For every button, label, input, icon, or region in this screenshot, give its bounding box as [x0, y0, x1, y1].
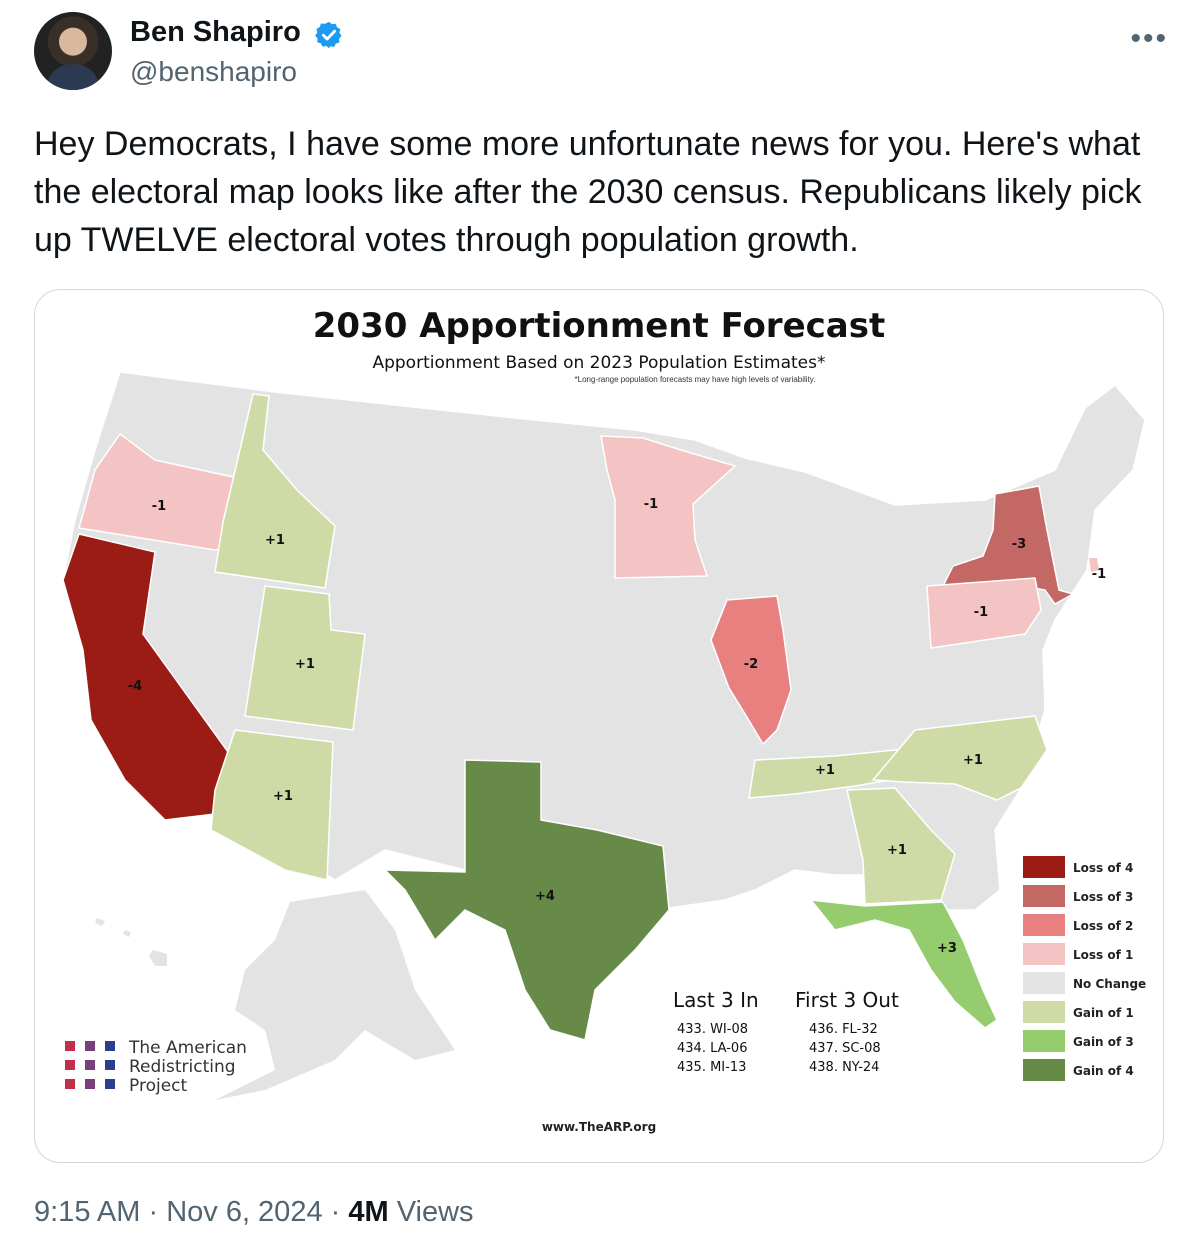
label-florida: +3 — [937, 941, 957, 956]
map-title: 2030 Apportionment Forecast — [313, 306, 885, 346]
map-image-card[interactable]: 2030 Apportionment Forecast Apportionmen… — [34, 289, 1164, 1163]
view-count: 4M — [348, 1196, 389, 1228]
author-name[interactable]: Ben Shapiro — [130, 16, 301, 48]
alaska-shape — [215, 890, 455, 1100]
legend-swatch-gain4 — [1023, 1059, 1065, 1081]
state-new-york — [939, 485, 1075, 605]
tweet-date[interactable]: Nov 6, 2024 — [166, 1196, 323, 1228]
map-note: *Long-range population forecasts may hav… — [575, 375, 816, 384]
legend-swatch-loss4 — [1023, 856, 1065, 878]
tweet-time[interactable]: 9:15 AM — [34, 1196, 141, 1228]
tweet-header: Ben Shapiro @benshapiro ••• — [34, 12, 1174, 98]
last-in-item-1: 433. WI-08 — [677, 1022, 748, 1037]
tweet-meta: 9:15 AM · Nov 6, 2024 · 4M Views — [34, 1196, 474, 1229]
label-minnesota: -1 — [644, 497, 658, 512]
legend-label-gain4: Gain of 4 — [1073, 1064, 1134, 1078]
hawaii-shape — [95, 918, 167, 966]
map-legend: Loss of 4 Loss of 3 Loss of 2 Loss of 1 … — [1023, 856, 1146, 1081]
legend-label-gain1: Gain of 1 — [1073, 1006, 1134, 1020]
first-out-item-3: 438. NY-24 — [809, 1060, 879, 1075]
label-arizona: +1 — [273, 789, 293, 804]
label-oregon: -1 — [152, 499, 166, 514]
label-tennessee: +1 — [815, 763, 835, 778]
legend-label-none: No Change — [1073, 977, 1146, 991]
verified-badge-icon — [315, 21, 342, 49]
first-out-title: First 3 Out — [795, 988, 899, 1012]
arp-name-line-3: Project — [129, 1076, 187, 1096]
legend-swatch-loss2 — [1023, 914, 1065, 936]
state-illinois — [710, 595, 792, 746]
label-rhode-island: -1 — [1092, 567, 1106, 582]
state-texas — [383, 759, 670, 1041]
state-rhode-island — [1089, 558, 1099, 572]
label-idaho: +1 — [265, 533, 285, 548]
first-out-item-2: 437. SC-08 — [809, 1041, 881, 1056]
tweet-text: Hey Democrats, I have some more unfortun… — [34, 125, 1142, 259]
arp-url: www.TheARP.org — [542, 1120, 656, 1134]
avatar[interactable] — [34, 12, 112, 90]
arp-name-line-1: The American — [128, 1038, 247, 1058]
legend-swatch-loss3 — [1023, 885, 1065, 907]
arp-logo: The American Redistricting Project — [65, 1038, 247, 1096]
label-georgia: +1 — [887, 843, 907, 858]
state-minnesota — [600, 435, 737, 579]
label-new-york: -3 — [1012, 537, 1026, 552]
apportionment-map: 2030 Apportionment Forecast Apportionmen… — [62, 306, 1146, 1134]
arp-name-line-2: Redistricting — [129, 1057, 236, 1077]
legend-swatch-gain1 — [1023, 1001, 1065, 1023]
state-arizona — [210, 729, 334, 881]
views-label: Views — [388, 1196, 474, 1228]
legend-label-loss4: Loss of 4 — [1073, 861, 1133, 875]
legend-label-loss2: Loss of 2 — [1073, 919, 1133, 933]
state-north-carolina — [871, 715, 1048, 801]
meta-separator: · — [140, 1196, 167, 1228]
map-subtitle: Apportionment Based on 2023 Population E… — [372, 353, 825, 373]
more-options-icon[interactable]: ••• — [1130, 22, 1168, 55]
legend-swatch-loss1 — [1023, 943, 1065, 965]
legend-swatch-none — [1023, 972, 1065, 994]
last-in-item-2: 434. LA-06 — [677, 1041, 747, 1056]
legend-label-loss3: Loss of 3 — [1073, 890, 1133, 904]
first-out-item-1: 436. FL-32 — [809, 1022, 878, 1037]
state-utah — [244, 585, 366, 731]
state-pennsylvania — [926, 577, 1042, 649]
author-handle[interactable]: @benshapiro — [130, 56, 297, 87]
label-texas: +4 — [535, 889, 555, 904]
state-florida — [809, 899, 998, 1029]
legend-swatch-gain3 — [1023, 1030, 1065, 1052]
label-california: -4 — [128, 679, 142, 694]
meta-separator: · — [322, 1196, 349, 1228]
label-illinois: -2 — [744, 657, 758, 672]
label-utah: +1 — [295, 657, 315, 672]
state-idaho — [214, 393, 336, 589]
state-california — [62, 533, 242, 821]
legend-label-gain3: Gain of 3 — [1073, 1035, 1134, 1049]
last-in-item-3: 435. MI-13 — [677, 1060, 746, 1075]
legend-label-loss1: Loss of 1 — [1073, 948, 1133, 962]
last-in-title: Last 3 In — [673, 988, 759, 1012]
label-north-carolina: +1 — [963, 753, 983, 768]
label-pennsylvania: -1 — [974, 605, 988, 620]
state-georgia — [846, 787, 956, 905]
